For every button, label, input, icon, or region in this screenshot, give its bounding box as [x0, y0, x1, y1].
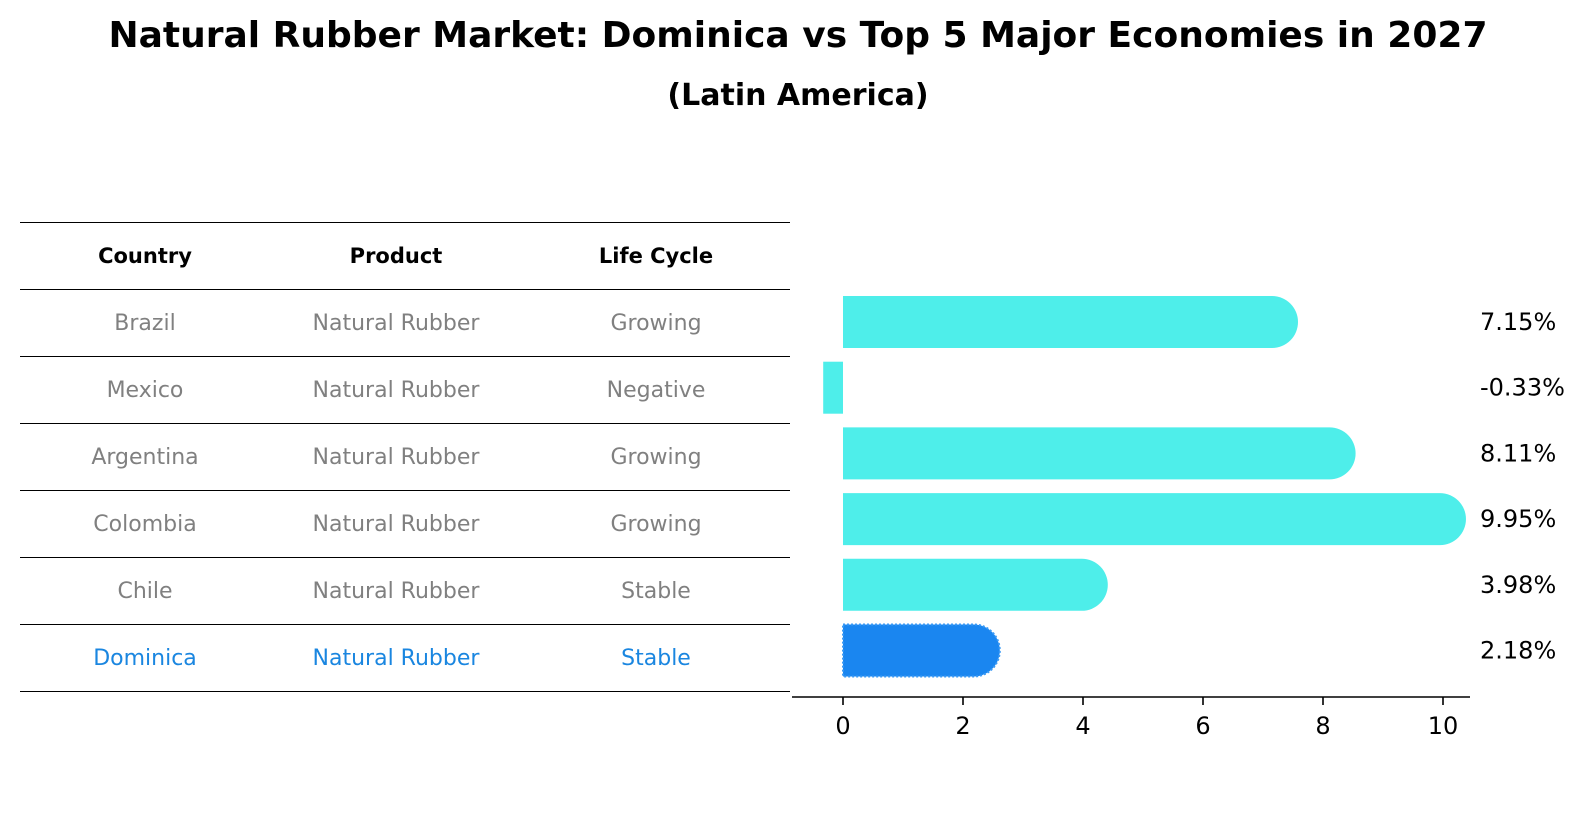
table-row-highlight: Dominica Natural Rubber Stable: [20, 624, 790, 692]
value-label-colombia: 9.95%: [1480, 505, 1556, 533]
cell-country: Mexico: [20, 356, 270, 424]
bar-brazil: [843, 296, 1298, 348]
table-row: Colombia Natural Rubber Growing: [20, 490, 790, 558]
x-tick-label: 4: [1075, 712, 1090, 740]
cell-country: Colombia: [20, 490, 270, 558]
value-label-argentina: 8.11%: [1480, 439, 1556, 467]
cell-life-cycle: Negative: [522, 356, 790, 424]
x-tick-label: 10: [1428, 712, 1459, 740]
cell-life-cycle: Growing: [522, 289, 790, 357]
cell-country: Brazil: [20, 289, 270, 357]
value-label-chile: 3.98%: [1480, 571, 1556, 599]
header-country: Country: [20, 222, 270, 290]
value-label-brazil: 7.15%: [1480, 308, 1556, 336]
table-row: Chile Natural Rubber Stable: [20, 557, 790, 625]
bar-colombia: [843, 493, 1466, 546]
x-tick-label: 0: [835, 712, 850, 740]
header-life-cycle: Life Cycle: [522, 222, 790, 290]
table-row: Argentina Natural Rubber Growing: [20, 423, 790, 491]
cell-life-cycle: Stable: [522, 557, 790, 625]
cell-product: Natural Rubber: [270, 423, 522, 491]
x-tick-label: 8: [1315, 712, 1330, 740]
cell-product: Natural Rubber: [270, 557, 522, 625]
bar-dominica: [842, 623, 1001, 678]
table-row: Brazil Natural Rubber Growing: [20, 289, 790, 357]
cell-life-cycle: Growing: [522, 423, 790, 491]
cell-product: Natural Rubber: [270, 289, 522, 357]
cell-country: Argentina: [20, 423, 270, 491]
cell-life-cycle: Stable: [522, 624, 790, 692]
bar-argentina: [843, 427, 1356, 480]
chart-subtitle: (Latin America): [667, 78, 929, 113]
x-tick-label: 2: [955, 712, 970, 740]
table-row: Mexico Natural Rubber Negative: [20, 356, 790, 424]
chart-title: Natural Rubber Market: Dominica vs Top 5…: [108, 15, 1488, 56]
cell-product: Natural Rubber: [270, 624, 522, 692]
cell-life-cycle: Growing: [522, 490, 790, 558]
bar-mexico: [823, 361, 843, 414]
table-header-row: Country Product Life Cycle: [20, 222, 790, 290]
cell-country: Dominica: [20, 624, 270, 692]
cell-product: Natural Rubber: [270, 490, 522, 558]
x-tick-label: 6: [1195, 712, 1210, 740]
cell-country: Chile: [20, 557, 270, 625]
header-product: Product: [270, 222, 522, 290]
cell-product: Natural Rubber: [270, 356, 522, 424]
value-label-dominica: 2.18%: [1480, 637, 1556, 665]
value-label-mexico: -0.33%: [1480, 374, 1565, 402]
bar-chile: [843, 558, 1108, 611]
country-table: Country Product Life Cycle Brazil Natura…: [20, 222, 790, 692]
